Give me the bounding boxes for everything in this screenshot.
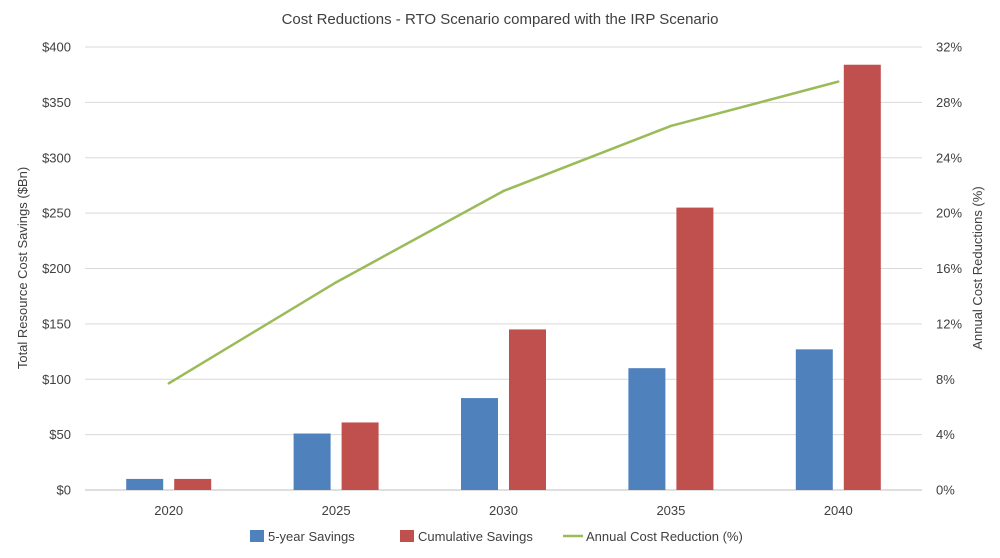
left-tick-label: $150: [42, 316, 71, 331]
bars: [126, 64, 881, 490]
bar-5-year-savings-2035: [628, 368, 666, 490]
x-tick-label: 2025: [322, 503, 351, 518]
x-tick-label: 2020: [154, 503, 183, 518]
bar-cumulative-savings-2020: [174, 478, 212, 490]
right-tick-label: 0%: [936, 483, 955, 498]
left-tick-label: $200: [42, 261, 71, 276]
line-point-2030: [502, 189, 505, 193]
bar-cumulative-savings-2030: [509, 329, 546, 490]
x-axis-ticks: 2020 2025 2030 2035 2040: [154, 503, 853, 518]
right-tick-label: 32%: [936, 40, 962, 55]
left-axis-title: Total Resource Cost Savings ($Bn): [15, 167, 30, 369]
bar-cumulative-savings-2035: [676, 207, 714, 490]
left-tick-label: $50: [49, 427, 71, 442]
left-tick-label: $300: [42, 150, 71, 165]
bar-cumulative-savings-2040: [843, 64, 881, 490]
legend-label: Annual Cost Reduction (%): [586, 529, 743, 544]
bar-5-year-savings-2020: [126, 478, 164, 490]
right-tick-label: 28%: [936, 95, 962, 110]
line-point-2040: [837, 80, 840, 83]
left-tick-label: $100: [42, 372, 71, 387]
gridlines: [85, 46, 922, 491]
right-tick-label: 24%: [936, 150, 962, 165]
right-axis-ticks: 0% 4% 8% 12% 16% 20% 24% 28% 32%: [936, 40, 962, 498]
bar-5-year-savings-2025: [293, 433, 331, 490]
left-tick-label: $250: [42, 206, 71, 221]
right-tick-label: 4%: [936, 427, 955, 442]
right-tick-label: 20%: [936, 206, 962, 221]
bar-5-year-savings-2030: [461, 398, 498, 490]
line-point-2020: [167, 382, 170, 385]
chart-title: Cost Reductions - RTO Scenario compared …: [282, 11, 719, 28]
right-tick-label: 12%: [936, 316, 962, 331]
legend-label: 5-year Savings: [268, 529, 355, 544]
legend-label: Cumulative Savings: [418, 529, 533, 544]
left-tick-label: $0: [57, 483, 71, 498]
bar-5-year-savings-2040: [795, 349, 833, 490]
legend-swatch: [250, 530, 264, 542]
legend: 5-year Savings Cumulative Savings Annual C…: [250, 529, 743, 544]
x-tick-label: 2030: [489, 503, 518, 518]
line-annual-cost-reduction: [168, 80, 839, 385]
left-axis-ticks: $0 $50 $100 $150 $200 $250 $300 $350 $400: [42, 40, 71, 498]
legend-swatch: [400, 530, 414, 542]
line-point-2025: [334, 281, 338, 284]
x-tick-label: 2035: [656, 503, 685, 518]
line-series: [167, 80, 840, 385]
right-axis-title: Annual Cost Reductions (%): [970, 186, 985, 349]
bar-cumulative-savings-2025: [341, 422, 379, 490]
right-tick-label: 8%: [936, 372, 955, 387]
x-tick-label: 2040: [824, 503, 853, 518]
line-point-2035: [669, 124, 673, 128]
right-tick-label: 16%: [936, 261, 962, 276]
left-tick-label: $350: [42, 95, 71, 110]
left-tick-label: $400: [42, 40, 71, 55]
